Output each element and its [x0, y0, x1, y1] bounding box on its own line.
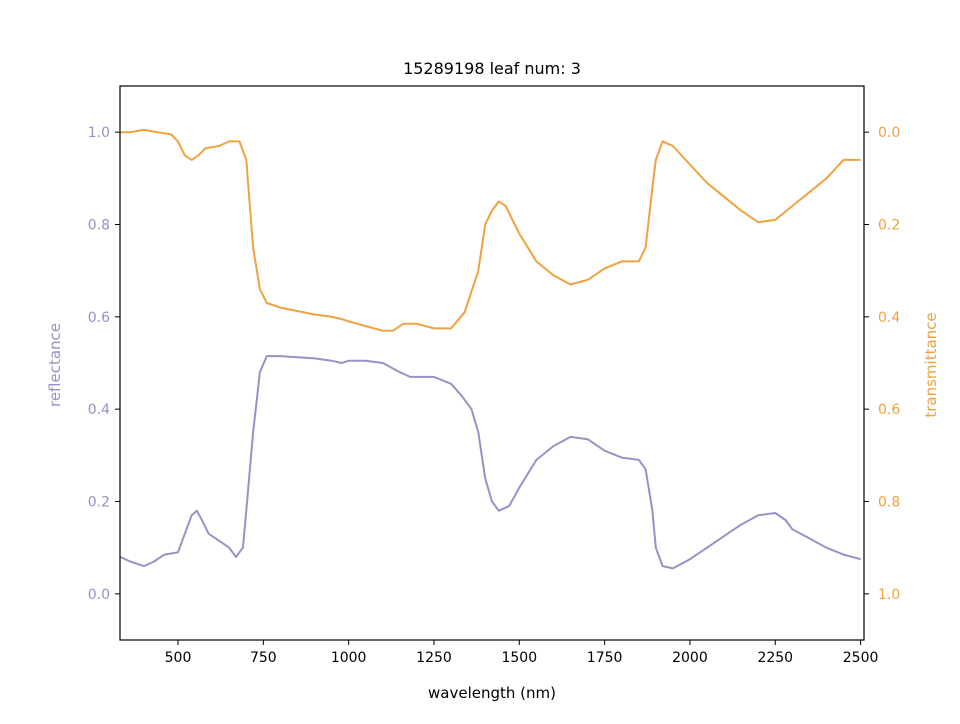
- y-left-tick-label: 0.8: [88, 218, 110, 234]
- reflectance-line: [119, 355, 861, 570]
- plot-frame: [119, 85, 865, 641]
- y-axis-right: 0.0 0.2 0.4 0.6 0.8 1.0: [864, 125, 900, 603]
- x-tick-label: 750: [250, 650, 277, 666]
- x-axis-label: wavelength (nm): [428, 684, 556, 702]
- x-axis: 500 750 1000 1250 1500 1750 2000 2250 2500: [165, 640, 879, 666]
- y-right-tick-label: 1.0: [878, 587, 900, 603]
- x-tick-label: 2500: [843, 650, 879, 666]
- y-axis-left-label: reflectance: [46, 323, 64, 407]
- x-tick-label: 1750: [587, 650, 623, 666]
- chart-title: 15289198 leaf num: 3: [403, 59, 581, 78]
- y-left-tick-label: 0.6: [88, 310, 110, 326]
- y-right-tick-label: 0.0: [878, 125, 900, 141]
- x-tick-label: 500: [165, 650, 192, 666]
- y-right-tick-label: 0.4: [878, 310, 900, 326]
- y-left-tick-label: 1.0: [88, 125, 110, 141]
- plot-lines: [119, 128, 861, 570]
- y-right-tick-label: 0.6: [878, 402, 900, 418]
- transmittance-line: [120, 128, 861, 332]
- y-left-tick-label: 0.0: [88, 587, 110, 603]
- x-tick-label: 1000: [331, 650, 367, 666]
- x-tick-label: 2000: [672, 650, 708, 666]
- y-left-tick-label: 0.2: [88, 495, 110, 511]
- x-tick-label: 1500: [501, 650, 537, 666]
- y-left-tick-label: 0.4: [88, 402, 110, 418]
- y-axis-left: 0.0 0.2 0.4 0.6 0.8 1.0: [88, 125, 120, 603]
- y-axis-right-label: transmittance: [922, 312, 940, 417]
- x-tick-label: 2250: [757, 650, 793, 666]
- y-right-tick-label: 0.2: [878, 218, 900, 234]
- x-tick-label: 1250: [416, 650, 452, 666]
- y-right-tick-label: 0.8: [878, 495, 900, 511]
